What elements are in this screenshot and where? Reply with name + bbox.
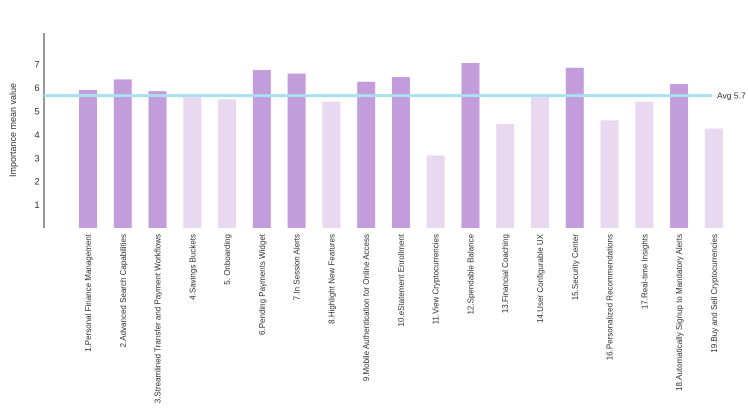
- category-label: 1.Personal Finance Management: [84, 233, 93, 352]
- bar: [565, 67, 584, 229]
- bar: [218, 99, 237, 228]
- bar: [183, 96, 202, 229]
- bar: [635, 101, 654, 228]
- bar: [322, 101, 341, 228]
- bar: [670, 84, 689, 228]
- bar: [496, 123, 515, 228]
- category-label: 16.Personalized Recommendations: [606, 234, 615, 360]
- bar: [252, 70, 271, 228]
- y-tick-label: 3: [34, 153, 39, 164]
- category-label: 17.Real-time Insights: [640, 234, 649, 309]
- bar: [600, 120, 619, 228]
- y-tick-label: 7: [34, 60, 39, 71]
- category-label: 10.eStatement Enrollment: [397, 233, 406, 326]
- category-labels: 1.Personal Finance Management 2.Advanced …: [84, 233, 719, 403]
- bar: [148, 91, 167, 228]
- bar: [79, 89, 97, 228]
- category-label: 9.Mobile Authentication for Online Acces…: [362, 234, 371, 381]
- y-tick-label: 1: [34, 200, 39, 211]
- bar: [113, 79, 132, 228]
- bar: [704, 128, 723, 228]
- bar: [391, 77, 410, 228]
- y-tick-label: 6: [34, 83, 39, 94]
- bar: [461, 63, 480, 228]
- y-tick-label: 4: [34, 130, 39, 141]
- category-label: 15.Security Center: [571, 234, 580, 301]
- average-line-group: Avg 5.7: [44, 91, 746, 101]
- category-label: 19.Buy and Sell Cryptocurrencies: [710, 234, 719, 353]
- category-label: 2.Advanced Search Capabilities: [119, 234, 128, 347]
- bar: [531, 95, 550, 228]
- category-label: 4.Savings Buckets: [188, 234, 197, 300]
- category-label: 14.User Configurable UX: [536, 233, 545, 323]
- category-label: 3.Streamlined Transfer and Payment Workf…: [154, 234, 163, 403]
- category-label: 6.Pending Payments Widget: [258, 233, 267, 335]
- average-label: Avg 5.7: [717, 91, 746, 101]
- category-label: 18.Automatically Signup to Mandatory Ale…: [675, 234, 684, 391]
- category-label: 7.In Session Alerts: [293, 234, 302, 300]
- bar: [287, 73, 306, 228]
- bars: [79, 63, 723, 229]
- y-tick-labels: 1 2 3 4 5 6 7: [34, 60, 39, 211]
- y-tick-label: 5: [34, 107, 39, 118]
- category-label: 13.Financial Coaching: [501, 234, 510, 313]
- y-tick-label: 2: [34, 177, 39, 188]
- y-axis-title: Importance mean value: [8, 83, 18, 177]
- category-label: 11.View Cryptocurrencies: [432, 234, 441, 324]
- category-label: 12.Spendable Balance: [466, 233, 475, 314]
- category-label: 8.Highlight New Features: [327, 234, 336, 324]
- bar: [426, 155, 445, 228]
- bar: [357, 81, 376, 228]
- category-label: 5. Onboarding: [223, 234, 232, 285]
